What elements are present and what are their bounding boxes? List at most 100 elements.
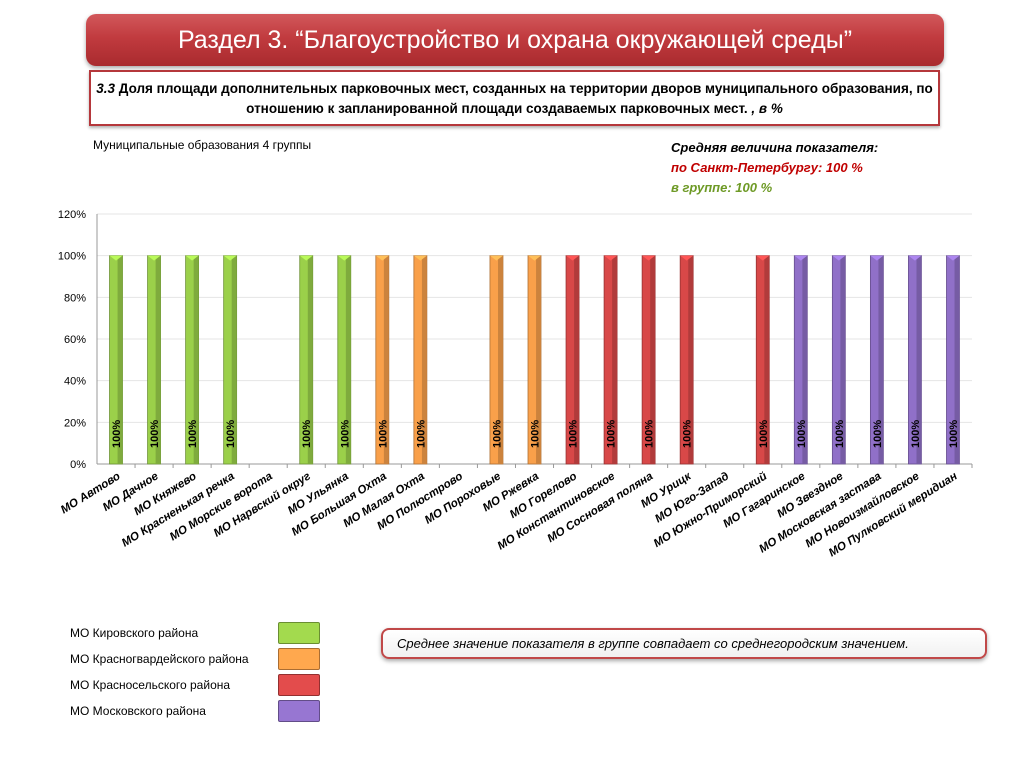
legend-swatch <box>278 622 320 644</box>
bar <box>908 255 922 465</box>
bar-side-shade <box>155 255 161 464</box>
y-tick-label: 60% <box>64 334 86 346</box>
bar <box>109 255 123 465</box>
bar-side-shade <box>498 255 503 464</box>
data-label: 100% <box>682 420 694 448</box>
bar-side-shade <box>878 255 884 464</box>
bar-side-shade <box>345 255 351 464</box>
bar-top <box>185 255 199 261</box>
conclusion-note: Среднее значение показателя в группе сов… <box>381 628 987 659</box>
bar <box>147 255 161 465</box>
data-label: 100% <box>377 420 389 448</box>
data-label: 100% <box>644 420 656 448</box>
bar-side-shade <box>688 255 694 464</box>
bar-side-shade <box>383 255 389 464</box>
data-label: 100% <box>530 420 542 448</box>
average-group: в группе: 100 % <box>671 180 773 195</box>
bar-top <box>566 255 580 261</box>
legend-item-kirovsky: МО Кировского района <box>70 622 330 648</box>
legend-item-moskovsky: МО Московского района <box>70 700 330 726</box>
bar-top <box>375 255 389 261</box>
section-title-banner: Раздел 3. “Благоустройство и охрана окру… <box>86 14 944 66</box>
bar-side-shade <box>802 255 808 464</box>
bar <box>337 255 352 465</box>
bar-side-shade <box>612 255 618 464</box>
bar-side-shade <box>650 255 656 464</box>
indicator-text: Доля площади дополнительных парковочных … <box>115 81 933 116</box>
bar-side-shade <box>954 255 960 464</box>
indicator-description: 3.3 Доля площади дополнительных парковоч… <box>89 70 940 126</box>
y-tick-label: 120% <box>58 209 86 221</box>
bar-side-shade <box>916 255 922 464</box>
data-label: 100% <box>491 420 503 448</box>
bar-top <box>147 255 161 261</box>
data-label: 100% <box>948 420 960 448</box>
y-tick-label: 20% <box>64 417 86 429</box>
group-label: Муниципальные образования 4 группы <box>93 138 312 152</box>
y-tick-label: 80% <box>64 292 86 304</box>
data-label: 100% <box>187 420 199 448</box>
legend-label: МО Красногвардейского района <box>70 652 249 666</box>
bar-top <box>946 255 960 261</box>
bar-top <box>489 255 503 261</box>
y-tick-label: 100% <box>58 251 86 263</box>
data-label: 100% <box>111 420 123 448</box>
bar-top <box>756 255 770 261</box>
y-tick-label: 0% <box>70 459 86 471</box>
bar <box>641 255 656 465</box>
bar <box>869 255 884 465</box>
bar <box>565 255 580 465</box>
bar-side-shade <box>307 255 313 464</box>
data-label: 100% <box>149 420 161 448</box>
average-block: Средняя величина показателя: по Санкт-Пе… <box>671 138 878 198</box>
data-label: 100% <box>758 420 770 448</box>
data-label: 100% <box>225 420 237 448</box>
bar <box>755 255 770 465</box>
data-label: 100% <box>834 420 846 448</box>
data-label: 100% <box>606 420 618 448</box>
data-label: 100% <box>568 420 580 448</box>
bar-top <box>223 255 237 261</box>
data-label: 100% <box>339 420 351 448</box>
bar <box>413 255 428 465</box>
bar <box>679 255 694 465</box>
legend-item-krasnoselsky: МО Красносельского района <box>70 674 330 700</box>
bar-top <box>832 255 846 261</box>
legend-swatch <box>278 700 320 722</box>
indicator-unit: , в % <box>751 101 783 116</box>
bar-top <box>337 255 351 261</box>
bar-chart: 0%20%40%60%80%100%120%100%МО Автово100%М… <box>58 209 973 559</box>
legend-item-krasnogvardeisky: МО Красногвардейского района <box>70 648 330 674</box>
bar <box>527 255 542 465</box>
bar-top <box>642 255 656 261</box>
legend-swatch <box>278 674 320 696</box>
bar-side-shade <box>574 255 580 464</box>
bar-top <box>908 255 922 261</box>
legend-swatch <box>278 648 320 670</box>
legend-label: МО Кировского района <box>70 626 199 640</box>
bar <box>946 255 960 465</box>
average-heading: Средняя величина показателя: <box>671 140 879 155</box>
bar-top <box>413 255 427 261</box>
bar-side-shade <box>536 255 541 464</box>
bar-top <box>680 255 694 261</box>
bar <box>375 255 390 465</box>
legend-label: МО Московского района <box>70 704 206 718</box>
data-label: 100% <box>415 420 427 448</box>
bar <box>831 255 846 465</box>
bar-side-shade <box>764 255 770 464</box>
data-label: 100% <box>910 420 922 448</box>
bar <box>793 255 808 465</box>
bar <box>489 255 504 465</box>
bar-side-shade <box>421 255 427 464</box>
legend-label: МО Красносельского района <box>70 678 231 692</box>
bar-top <box>528 255 541 261</box>
y-tick-label: 40% <box>64 376 86 388</box>
bar <box>299 255 314 465</box>
bar-side-shade <box>231 255 237 464</box>
bar <box>185 255 200 465</box>
bar-top <box>604 255 618 261</box>
bar-top <box>870 255 884 261</box>
bar-top <box>794 255 808 261</box>
bar <box>223 255 238 465</box>
